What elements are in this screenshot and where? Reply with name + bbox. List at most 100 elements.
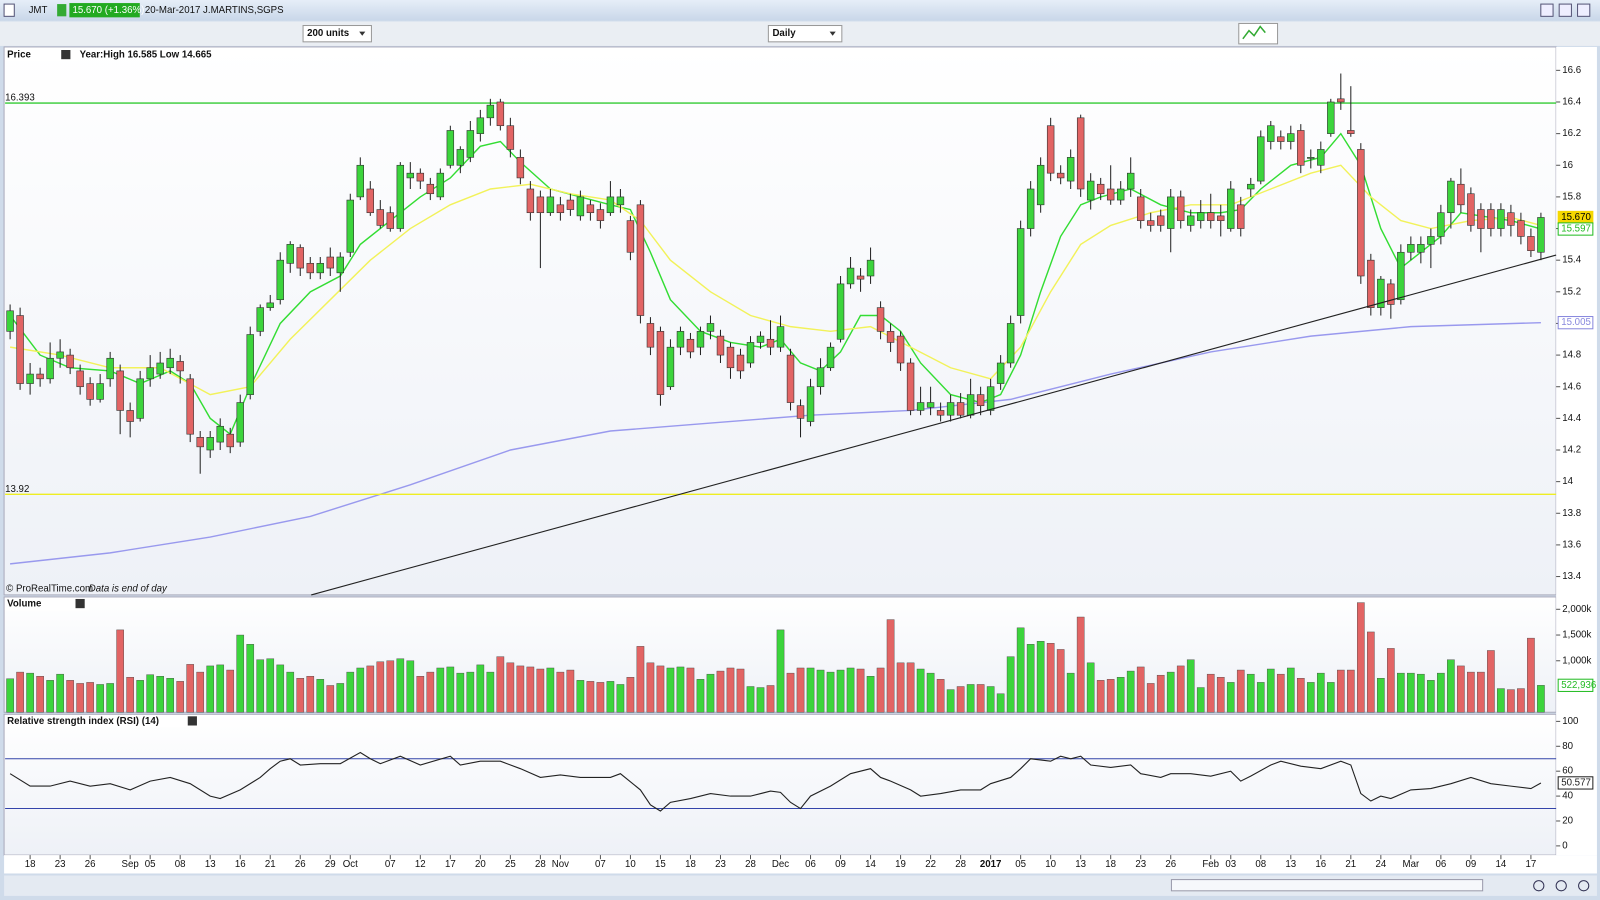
candle-body [766, 338, 775, 348]
y-tick-label: 16.4 [1562, 97, 1581, 108]
x-tick-label: 14 [865, 859, 876, 870]
volume-bar [426, 671, 435, 713]
candle-body [66, 354, 74, 369]
volume-bar [1447, 659, 1455, 713]
candle-body [206, 437, 214, 451]
volume-bar [1467, 671, 1475, 713]
rsi-title: Relative strength index (RSI) (14) [7, 716, 159, 727]
candle-body [1447, 180, 1455, 214]
candle-body [1397, 251, 1405, 301]
chart-type-button[interactable] [1238, 22, 1279, 45]
x-tick-label: 19 [895, 859, 906, 870]
value-tag [1557, 776, 1594, 790]
candle-body [1177, 196, 1185, 221]
candle-body [746, 342, 755, 364]
candle-body [1106, 188, 1115, 201]
level-label: 13.92 [5, 484, 29, 495]
volume-bar [1407, 672, 1415, 713]
restore-button[interactable] [1558, 3, 1572, 17]
volume-bar [1246, 673, 1255, 713]
candle-body [736, 354, 745, 372]
x-tick-label: 16 [1315, 859, 1326, 870]
x-tick-label: 28 [955, 859, 966, 870]
x-tick-label: 23 [715, 859, 726, 870]
candle-body [666, 346, 675, 388]
close-icon[interactable] [75, 598, 85, 609]
candle-body [1126, 172, 1135, 190]
candle-body [946, 402, 955, 416]
volume-bar [1156, 674, 1165, 713]
candle-body [446, 130, 455, 166]
candle-body [1267, 125, 1275, 142]
units-dropdown[interactable] [302, 25, 372, 43]
candle-body [1297, 130, 1305, 166]
candle-body [406, 172, 415, 179]
zoom-in-icon[interactable] [1578, 880, 1590, 892]
volume-bar [56, 673, 64, 713]
volume-bar [36, 676, 44, 713]
close-icon[interactable] [61, 50, 71, 60]
candle-body [46, 357, 54, 380]
y-tick-label: 15.8 [1562, 191, 1581, 202]
x-tick-label: 10 [1045, 859, 1056, 870]
candle-body [636, 204, 645, 316]
candle-body [376, 209, 385, 226]
candle-body [866, 259, 875, 277]
volume-bar [216, 664, 225, 713]
source: © ProRealTime.com [6, 583, 93, 594]
volume-bar [1326, 682, 1335, 713]
note: Data is end of day [89, 583, 168, 594]
close-icon[interactable] [187, 716, 197, 726]
zoom-icon[interactable] [1533, 880, 1545, 892]
candle-body [706, 323, 715, 332]
volume-bar [1507, 689, 1515, 713]
volume-bar [316, 679, 325, 713]
candle-body [366, 188, 375, 214]
volume-bar [896, 662, 905, 713]
scroll-thumb[interactable] [1170, 879, 1484, 892]
candle-body [1076, 117, 1085, 190]
candle-body [466, 130, 475, 158]
candle-body [1437, 212, 1445, 237]
volume-bar [546, 667, 555, 713]
volume-bar [126, 677, 134, 713]
candle-body [676, 331, 685, 348]
volume-bar [1136, 666, 1145, 713]
x-tick-label: 17 [1526, 859, 1537, 870]
volume-bar [1487, 650, 1495, 713]
candle-body [1357, 149, 1365, 277]
x-tick-label: 13 [205, 859, 216, 870]
volume-bar [986, 686, 995, 713]
volume-bar [1367, 631, 1375, 713]
quote-icon [57, 4, 67, 17]
period-dropdown[interactable] [767, 25, 843, 43]
close-button[interactable] [1577, 3, 1591, 17]
volume-bar [926, 672, 935, 713]
y-tick-label: 13.6 [1562, 539, 1581, 550]
zoom-out-icon[interactable] [1555, 880, 1567, 892]
candle-body [506, 125, 515, 150]
candle-body [526, 188, 535, 214]
minimize-button[interactable] [1540, 3, 1554, 17]
volume-bar [996, 693, 1005, 713]
candle-body [856, 275, 865, 280]
right-axis [1556, 46, 1597, 856]
volume-bar [376, 661, 385, 713]
volume-bar [876, 667, 885, 713]
candle-body [306, 263, 314, 274]
candle-body [346, 199, 354, 253]
volume-bar [1176, 665, 1185, 713]
volume-bar [866, 676, 875, 713]
volume-bar [1146, 683, 1155, 713]
value-tag [1557, 678, 1594, 692]
candle-body [716, 335, 725, 356]
volume-bar [1086, 662, 1095, 713]
volume-bar [1417, 673, 1425, 713]
plots: 13.4 13.6 13.8 14 14.2 14.4 14.6 14.8 15 15.2 15.4… [5, 65, 1596, 870]
candle-body [796, 405, 805, 419]
candle-body [116, 370, 124, 411]
volume-bar [1316, 672, 1325, 713]
candle-body [156, 362, 164, 375]
volume-bar [16, 671, 24, 713]
candle-body [826, 346, 835, 369]
